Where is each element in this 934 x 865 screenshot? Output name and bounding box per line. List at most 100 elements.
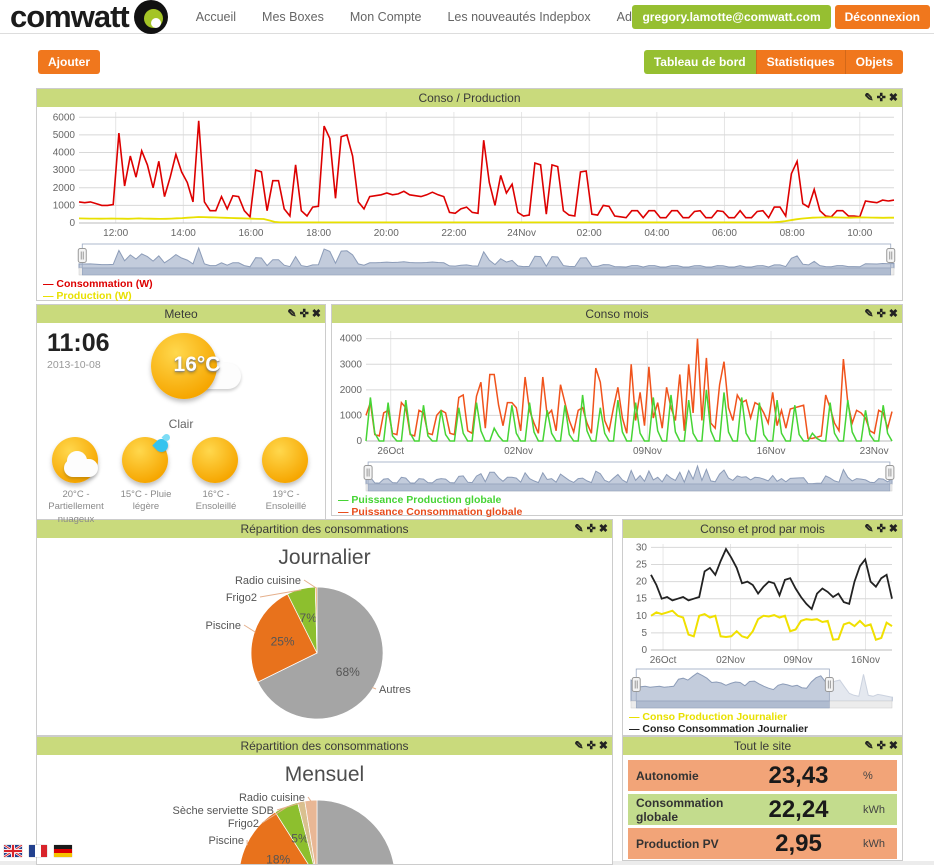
svg-text:5: 5 (641, 628, 647, 639)
panel-title: Conso et prod par mois (700, 522, 825, 536)
main-nav: Accueil Mes Boxes Mon Compte Les nouveau… (196, 10, 705, 24)
svg-text:02Nov: 02Nov (716, 655, 745, 666)
svg-text:6000: 6000 (53, 112, 76, 123)
svg-text:1000: 1000 (340, 410, 363, 421)
forecast-caption: 19°C - Ensoleillé (265, 489, 307, 513)
forecast-item: 20°C - Partiellement nuageux (41, 437, 111, 526)
panel-title: Répartition des consommations (240, 739, 409, 753)
svg-text:30: 30 (636, 542, 648, 553)
svg-text:Piscine: Piscine (209, 835, 244, 847)
comwatt-logo[interactable]: comwatt (10, 0, 168, 34)
svg-text:24Nov: 24Nov (507, 228, 536, 239)
nav-mes-boxes[interactable]: Mes Boxes (262, 9, 324, 24)
journalier-pie-chart[interactable]: 68% Autres 25% Piscine 7% Frigo2 Radio cuisine (37, 572, 612, 736)
legend-item[interactable]: — Conso Production Journalier (629, 711, 788, 723)
edit-icon[interactable]: ✎ (864, 523, 874, 535)
nav-nouveautes-indepbox[interactable]: Les nouveautés Indepbox (447, 9, 591, 24)
conso-production-legend[interactable]: — Consommation (W) — Production (W) (43, 278, 902, 302)
user-account-button[interactable]: gregory.lamotte@comwatt.com (632, 5, 831, 29)
close-icon[interactable]: ✖ (888, 92, 898, 104)
svg-text:10: 10 (636, 611, 648, 622)
edit-icon[interactable]: ✎ (287, 308, 297, 320)
svg-text:4000: 4000 (340, 334, 363, 345)
svg-text:Radio cuisine: Radio cuisine (239, 792, 305, 804)
conso-prod-par-mois-legend[interactable]: — Conso Production Journalier — Conso Con… (629, 711, 902, 735)
close-icon[interactable]: ✖ (888, 740, 898, 752)
svg-text:20: 20 (636, 577, 648, 588)
panel-conso-prod-par-mois: Conso et prod par mois ✎ ✜ ✖ 26Oct 02Nov 0… (622, 519, 903, 736)
svg-text:16Nov: 16Nov (757, 446, 786, 457)
current-date: 2013-10-08 (47, 359, 101, 371)
conso-production-navigator[interactable] (37, 243, 902, 277)
nav-accueil[interactable]: Accueil (195, 9, 237, 24)
move-icon[interactable]: ✜ (299, 308, 309, 320)
edit-icon[interactable]: ✎ (864, 92, 874, 104)
forecast-caption: 20°C - Partiellement nuageux (48, 489, 104, 525)
flag-de-icon[interactable] (54, 845, 72, 857)
nav-mon-compte[interactable]: Mon Compte (349, 9, 422, 24)
legend-item[interactable]: — Consommation (W) (43, 278, 153, 290)
tab-objets[interactable]: Objets (844, 50, 903, 74)
tab-statistiques[interactable]: Statistiques (755, 50, 845, 74)
conso-prod-par-mois-chart[interactable]: 26Oct 02Nov 09Nov 16Nov 0 5 10 15 20 25 30 (623, 538, 902, 668)
conso-mois-navigator[interactable] (332, 461, 902, 493)
close-icon[interactable]: ✖ (598, 523, 608, 535)
move-icon[interactable]: ✜ (876, 92, 886, 104)
svg-text:10:00: 10:00 (847, 228, 872, 239)
conso-prod-par-mois-navigator[interactable] (623, 668, 902, 710)
svg-text:26Oct: 26Oct (650, 655, 677, 666)
row-unit: % (863, 769, 873, 782)
close-icon[interactable]: ✖ (888, 308, 898, 320)
tab-tableau-de-bord[interactable]: Tableau de bord (643, 50, 756, 74)
svg-text:68%: 68% (336, 665, 360, 679)
top-navbar: comwatt Accueil Mes Boxes Mon Compte Les… (0, 0, 934, 34)
svg-text:7%: 7% (300, 611, 318, 625)
svg-text:22:00: 22:00 (441, 228, 466, 239)
svg-text:3000: 3000 (53, 165, 76, 176)
panel-title: Meteo (164, 307, 198, 321)
sun-cloud-icon (52, 437, 100, 485)
add-button[interactable]: Ajouter (38, 50, 100, 74)
panel-title: Tout le site (733, 739, 792, 753)
move-icon[interactable]: ✜ (876, 740, 886, 752)
close-icon[interactable]: ✖ (598, 740, 608, 752)
svg-text:25: 25 (636, 560, 648, 571)
flag-en-icon[interactable] (4, 845, 22, 857)
svg-text:2000: 2000 (53, 183, 76, 194)
close-icon[interactable]: ✖ (311, 308, 321, 320)
flag-fr-icon[interactable] (29, 845, 47, 857)
legend-item[interactable]: — Puissance Consommation globale (338, 506, 523, 518)
move-icon[interactable]: ✜ (876, 308, 886, 320)
sun-icon (192, 437, 240, 485)
close-icon[interactable]: ✖ (888, 523, 898, 535)
move-icon[interactable]: ✜ (586, 523, 596, 535)
pie-subtitle: Journalier (278, 546, 371, 569)
row-value: 2,95 (775, 829, 822, 857)
panel-header: Meteo ✎ ✜ ✖ (37, 305, 325, 323)
row-label: Autonomie (636, 768, 699, 783)
conso-production-chart[interactable]: 12:00 14:00 16:00 18:00 20:00 22:00 24Nov 02:00… (37, 107, 902, 243)
legend-item[interactable]: — Production (W) (43, 290, 132, 302)
row-unit: kWh (863, 837, 885, 850)
move-icon[interactable]: ✜ (876, 523, 886, 535)
sun-rain-icon (122, 432, 172, 485)
svg-text:0: 0 (356, 436, 362, 447)
edit-icon[interactable]: ✎ (864, 740, 874, 752)
svg-text:25%: 25% (271, 634, 295, 648)
edit-icon[interactable]: ✎ (574, 523, 584, 535)
conso-mois-legend[interactable]: — Puissance Production globale — Puissanc… (338, 494, 902, 518)
move-icon[interactable]: ✜ (586, 740, 596, 752)
row-label: Production PV (636, 836, 719, 851)
svg-text:06:00: 06:00 (712, 228, 737, 239)
legend-item[interactable]: — Conso Consommation Journalier (629, 723, 809, 735)
conso-mois-chart[interactable]: 26Oct 02Nov 09Nov 16Nov 23Nov 0 1000 2000 3000 40… (332, 323, 902, 461)
site-summary-table: Autonomie 23,43 % Consommation globale 2… (623, 755, 902, 864)
legend-item[interactable]: — Puissance Production globale (338, 494, 502, 506)
forecast-row: 20°C - Partiellement nuageux 15°C - Plui… (41, 432, 323, 526)
edit-icon[interactable]: ✎ (574, 740, 584, 752)
language-switcher (4, 845, 72, 857)
logout-button[interactable]: Déconnexion (834, 5, 930, 29)
svg-text:26Oct: 26Oct (377, 446, 404, 457)
edit-icon[interactable]: ✎ (864, 308, 874, 320)
